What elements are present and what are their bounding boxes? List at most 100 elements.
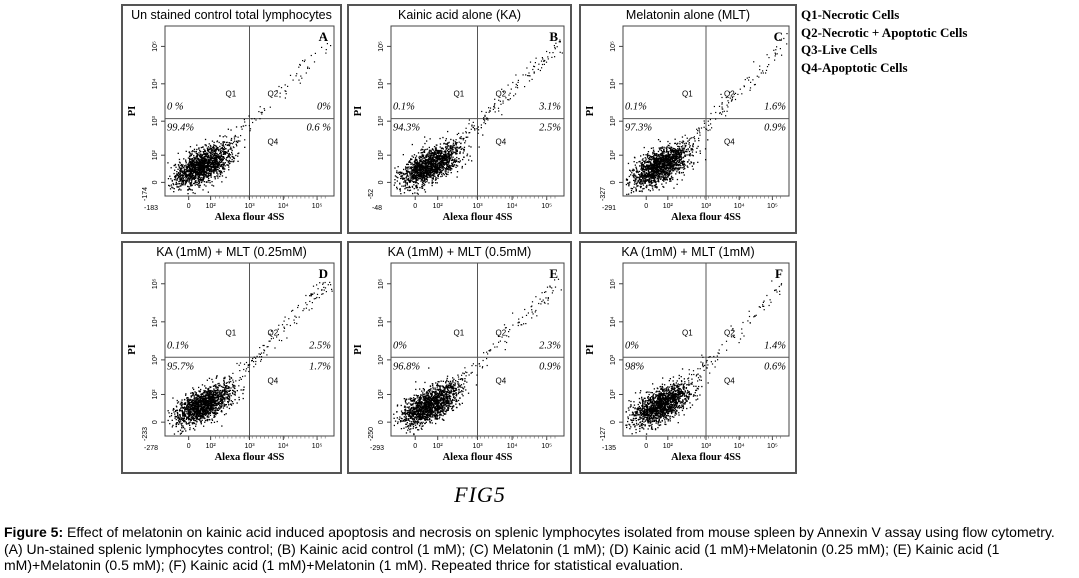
event-dot — [650, 181, 653, 184]
event-dot — [228, 153, 230, 155]
event-dot — [198, 169, 200, 171]
event-dot — [528, 80, 531, 82]
event-dot — [227, 128, 229, 130]
event-dot — [628, 175, 630, 178]
event-dot — [427, 152, 429, 154]
event-dot — [673, 168, 675, 170]
event-dot — [439, 160, 441, 163]
quadrant-name-q2-a: Q2 — [268, 90, 279, 99]
event-dot — [195, 168, 197, 171]
event-dot — [677, 142, 679, 144]
event-dot — [178, 188, 181, 190]
event-dot — [171, 186, 173, 188]
event-dot — [417, 162, 419, 165]
event-dot — [195, 150, 197, 153]
event-dot — [199, 165, 201, 167]
event-dot — [226, 160, 228, 162]
event-dot — [665, 172, 668, 174]
event-dot — [224, 165, 226, 167]
event-dot — [404, 185, 406, 187]
event-dot — [183, 171, 185, 174]
event-dot — [654, 165, 656, 167]
event-dot — [679, 152, 681, 154]
event-dot — [212, 157, 215, 159]
event-dot — [682, 148, 684, 150]
event-dot — [658, 164, 661, 166]
event-dot — [202, 179, 204, 181]
event-dot — [198, 159, 200, 161]
event-dot — [434, 153, 436, 155]
event-dot — [713, 105, 715, 108]
event-dot — [220, 154, 222, 157]
event-dot — [223, 146, 226, 149]
event-dot — [679, 143, 681, 145]
event-dot — [195, 181, 197, 183]
event-dot — [199, 175, 201, 177]
event-dot — [549, 52, 551, 54]
event-dot — [678, 159, 681, 161]
event-dot — [441, 169, 443, 172]
event-dot — [445, 154, 448, 156]
event-dot — [428, 171, 431, 173]
event-dot — [489, 110, 491, 112]
event-dot — [673, 153, 675, 155]
event-dot — [221, 159, 223, 161]
event-dot — [644, 175, 646, 177]
event-dot — [189, 157, 191, 159]
event-dot — [670, 149, 672, 151]
event-dot — [663, 167, 665, 169]
event-dot — [690, 149, 692, 151]
event-dot — [410, 159, 412, 161]
event-dot — [436, 158, 439, 161]
event-dot — [223, 156, 225, 159]
event-dot — [220, 155, 223, 158]
event-dot — [649, 158, 651, 160]
event-dot — [207, 175, 209, 177]
event-dot — [688, 139, 690, 141]
event-dot — [494, 98, 496, 100]
event-dot — [452, 145, 454, 148]
event-dot — [477, 126, 479, 128]
event-dot — [641, 183, 643, 185]
event-dot — [425, 171, 427, 173]
event-dot — [637, 185, 639, 187]
event-dot — [412, 164, 415, 166]
event-dot — [413, 166, 415, 168]
event-dot — [649, 184, 651, 186]
event-dot — [436, 166, 438, 168]
event-dot — [430, 161, 433, 163]
event-dot — [212, 164, 214, 166]
event-dot — [261, 111, 263, 113]
event-dot — [661, 167, 663, 169]
event-dot — [428, 173, 430, 175]
event-dot — [648, 189, 650, 191]
event-dot — [454, 142, 457, 144]
event-dot — [207, 149, 209, 152]
event-dot — [414, 171, 416, 173]
event-dot — [219, 172, 221, 174]
event-dot — [441, 167, 443, 169]
event-dot — [300, 75, 302, 77]
event-dot — [413, 188, 415, 190]
event-dot — [653, 150, 655, 153]
event-dot — [438, 151, 440, 153]
event-dot — [561, 52, 563, 54]
event-dot — [435, 165, 437, 167]
event-dot — [438, 172, 441, 174]
event-dot — [531, 78, 533, 80]
event-dot — [680, 167, 682, 169]
event-dot — [439, 146, 441, 148]
event-dot — [643, 180, 645, 183]
event-dot — [667, 175, 669, 177]
event-dot — [185, 159, 187, 161]
event-dot — [669, 171, 672, 173]
event-dot — [411, 158, 413, 160]
event-dot — [196, 167, 198, 169]
event-dot — [430, 152, 433, 154]
event-dot — [659, 164, 661, 166]
event-dot — [222, 168, 224, 170]
event-dot — [201, 154, 203, 157]
event-dot — [223, 151, 225, 153]
event-dot — [644, 177, 647, 179]
event-dot — [194, 175, 197, 178]
